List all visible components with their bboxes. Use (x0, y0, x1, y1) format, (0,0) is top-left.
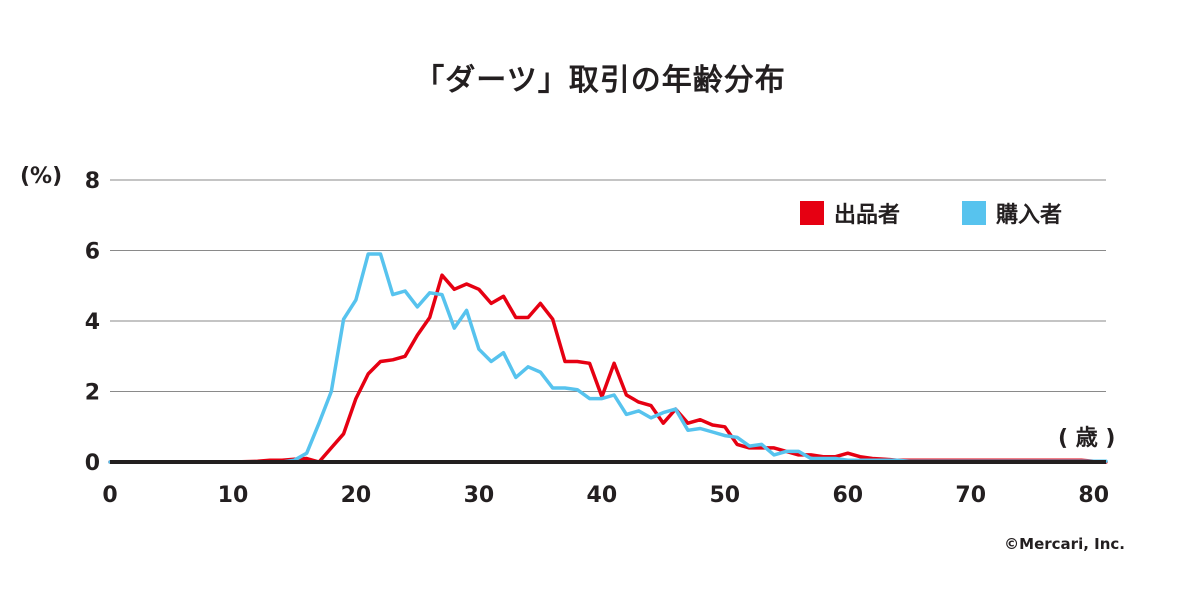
y-tick-label: 0 (85, 451, 100, 476)
chart-title: 「ダーツ」取引の年齢分布 (414, 63, 786, 98)
legend-swatch-buyer (962, 201, 986, 225)
y-tick-label: 4 (85, 310, 100, 335)
y-axis-label: (%) (20, 164, 63, 189)
legend-label-seller: 出品者 (834, 203, 901, 228)
legend-label-buyer: 購入者 (996, 203, 1063, 228)
y-tick-labels: 0 2 4 6 8 (85, 169, 100, 476)
x-tick-label: 10 (218, 483, 249, 508)
gridlines (110, 179, 1106, 392)
x-tick-label: 30 (464, 483, 495, 508)
series-line-0 (108, 273, 1108, 464)
legend-item-seller: 出品者 (800, 198, 900, 228)
x-tick-label: 60 (832, 483, 863, 508)
x-tick-label: 0 (102, 483, 117, 508)
y-tick-label: 2 (85, 381, 100, 406)
legend-item-buyer: 購入者 (962, 198, 1062, 228)
x-tick-label: 20 (341, 483, 372, 508)
series-lines (108, 252, 1108, 464)
x-tick-label: 50 (710, 483, 741, 508)
x-tick-label: 40 (587, 483, 618, 508)
x-axis-label: ( 歳 ) (1058, 426, 1116, 451)
x-tick-labels: 0 10 20 30 40 50 60 70 80 (102, 483, 1109, 508)
y-tick-label: 6 (85, 240, 100, 265)
x-tick-label: 80 (1078, 483, 1109, 508)
legend-swatch-seller (800, 201, 824, 225)
x-tick-label: 70 (955, 483, 986, 508)
series-line-1 (108, 252, 1108, 464)
y-tick-label: 8 (85, 169, 100, 194)
copyright-notice: ©Mercari, Inc. (1004, 535, 1125, 553)
